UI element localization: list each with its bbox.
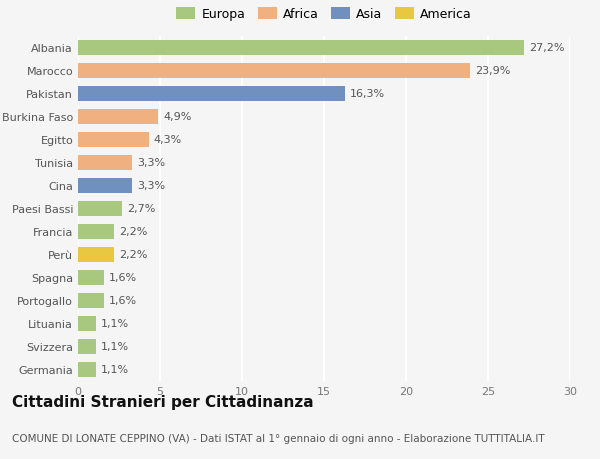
Text: 27,2%: 27,2%	[529, 43, 565, 53]
Text: Cittadini Stranieri per Cittadinanza: Cittadini Stranieri per Cittadinanza	[12, 394, 314, 409]
Bar	[78, 179, 132, 193]
Bar	[78, 247, 114, 262]
Text: 16,3%: 16,3%	[350, 89, 385, 99]
Text: 3,3%: 3,3%	[137, 181, 165, 191]
Text: 1,1%: 1,1%	[101, 341, 129, 352]
Text: 1,6%: 1,6%	[109, 296, 137, 306]
Text: 1,6%: 1,6%	[109, 273, 137, 283]
Bar	[78, 87, 346, 101]
Text: 1,1%: 1,1%	[101, 364, 129, 375]
Text: COMUNE DI LONATE CEPPINO (VA) - Dati ISTAT al 1° gennaio di ogni anno - Elaboraz: COMUNE DI LONATE CEPPINO (VA) - Dati IST…	[12, 433, 545, 442]
Bar	[78, 316, 96, 331]
Bar	[78, 110, 158, 124]
Bar	[78, 202, 122, 216]
Bar	[78, 41, 524, 56]
Text: 4,3%: 4,3%	[154, 135, 182, 145]
Legend: Europa, Africa, Asia, America: Europa, Africa, Asia, America	[174, 5, 474, 23]
Bar	[78, 339, 96, 354]
Bar	[78, 293, 104, 308]
Bar	[78, 270, 104, 285]
Text: 2,7%: 2,7%	[127, 204, 155, 214]
Text: 1,1%: 1,1%	[101, 319, 129, 329]
Text: 3,3%: 3,3%	[137, 158, 165, 168]
Bar	[78, 156, 132, 170]
Bar	[78, 64, 470, 78]
Bar	[78, 133, 149, 147]
Text: 2,2%: 2,2%	[119, 250, 148, 260]
Text: 2,2%: 2,2%	[119, 227, 148, 237]
Text: 4,9%: 4,9%	[163, 112, 191, 122]
Bar	[78, 224, 114, 239]
Text: 23,9%: 23,9%	[475, 66, 510, 76]
Bar	[78, 362, 96, 377]
